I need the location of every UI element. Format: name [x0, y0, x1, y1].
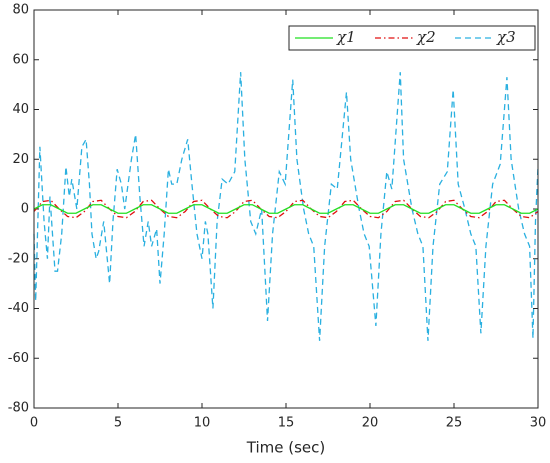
y-tick-label: -40: [8, 301, 29, 316]
legend-label: χ1: [336, 28, 356, 46]
plot-frame: [33, 9, 539, 409]
y-tick-label: 40: [12, 102, 29, 117]
y-tick-label: -20: [8, 251, 29, 266]
x-tick-label: 10: [194, 416, 211, 431]
series-line: [33, 199, 539, 219]
x-tick-label: 20: [362, 416, 379, 431]
x-tick-label: 0: [30, 416, 38, 431]
x-tick-label: 5: [114, 416, 122, 431]
legend-label: χ3: [496, 28, 516, 46]
x-tick-label: 30: [530, 416, 547, 431]
x-tick-label: 25: [446, 416, 463, 431]
x-axis-label: Time (sec): [246, 439, 325, 457]
x-tick-label: 15: [278, 416, 295, 431]
y-tick-label: -80: [8, 401, 29, 416]
series-line: [33, 72, 539, 341]
legend-label: χ2: [416, 28, 436, 46]
y-tick-label: 20: [12, 152, 29, 167]
legend: χ1 χ2 χ3: [288, 25, 536, 51]
y-tick-label: 0: [21, 202, 29, 217]
y-tick-label: 60: [12, 52, 29, 67]
y-tick-label: 80: [12, 3, 29, 18]
y-tick-label: -60: [8, 351, 29, 366]
series-line: [33, 204, 539, 214]
